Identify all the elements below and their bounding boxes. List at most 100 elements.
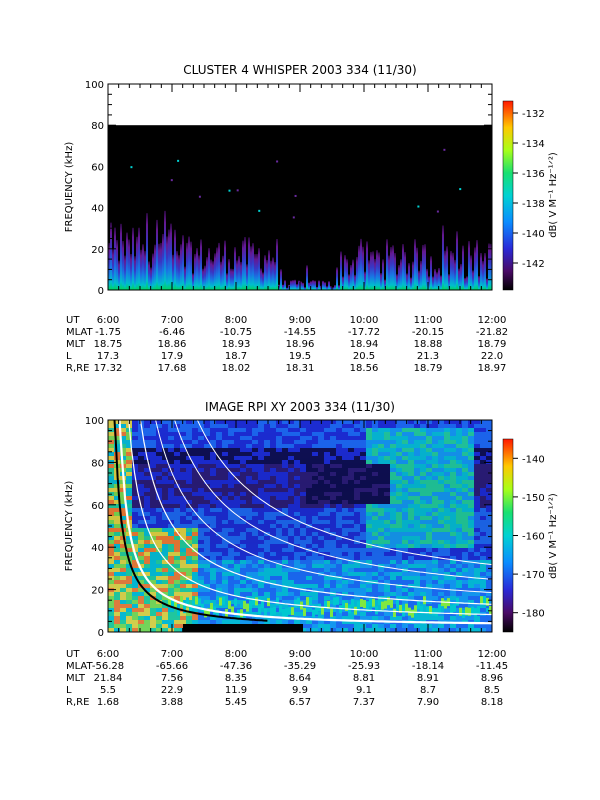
emission-cell [219,597,222,606]
spectral-cell [288,500,294,504]
spectral-cell [114,532,120,536]
spectral-cell [138,524,144,528]
spectral-cell [312,468,318,472]
spectral-cell [144,460,150,464]
spectral-cell [204,512,210,516]
spectral-cell [246,480,252,484]
spectral-column [164,210,166,290]
spectral-cell [432,472,438,476]
spectral-cell [414,512,420,516]
spectral-cell [432,548,438,552]
spectral-cell [324,496,330,500]
spectral-cell [198,540,204,544]
spectral-cell [378,508,384,512]
spectral-cell [480,572,486,576]
spectral-cell [318,480,324,484]
spectral-column [216,247,218,290]
spectral-cell [216,436,222,440]
spectral-cell [210,524,216,528]
spectral-cell [384,588,390,592]
spectral-cell [204,544,210,548]
spectral-cell [150,572,156,576]
spectral-cell [372,508,378,512]
spectral-cell [390,556,396,560]
spectral-cell [426,572,432,576]
spectral-cell [432,492,438,496]
spectral-column [418,270,420,290]
spectral-cell [204,448,210,452]
spectral-cell [276,504,282,508]
spectral-cell [396,560,402,564]
spectral-column [374,258,376,290]
spectral-cell [246,428,252,432]
noise-pixel [258,209,261,212]
spectral-cell [156,448,162,452]
spectral-cell [462,600,468,604]
spectral-cell [210,432,216,436]
spectral-cell [270,476,276,480]
spectral-cell [138,572,144,576]
spectral-cell [234,592,240,596]
spectral-cell [252,476,258,480]
spectral-cell [210,472,216,476]
spectral-cell [402,448,408,452]
spectral-cell [246,452,252,456]
spectral-cell [210,504,216,508]
spectral-column [108,242,110,290]
spectral-column [336,267,338,290]
spectral-cell [342,452,348,456]
spectral-cell [450,552,456,556]
spectral-cell [144,604,150,608]
spectral-cell [384,432,390,436]
spectral-cell [150,436,156,440]
spectral-cell [144,624,150,628]
spectral-column [490,243,492,290]
spectral-cell [156,620,162,624]
spectral-cell [456,564,462,568]
spectral-cell [426,456,432,460]
spectral-cell [144,592,150,596]
spectral-column [410,277,412,290]
spectral-cell [144,440,150,444]
spectral-cell [384,464,390,468]
spectral-cell [138,440,144,444]
spectral-cell [108,480,114,484]
spectral-cell [174,588,180,592]
spectral-column [420,260,422,290]
spectral-cell [294,580,300,584]
spectral-cell [438,580,444,584]
spectral-cell [114,616,120,620]
spectral-cell [408,432,414,436]
spectral-cell [150,568,156,572]
spectral-cell [468,564,474,568]
ephemeris-value: 8:00 [225,649,247,660]
colorbar-tick-label: -150 [522,493,545,504]
spectral-cell [120,544,126,548]
spectral-cell [108,472,114,476]
spectral-cell [156,596,162,600]
spectral-cell [414,548,420,552]
spectral-cell [276,516,282,520]
spectral-cell [210,552,216,556]
spectral-cell [210,540,216,544]
spectral-column [316,286,318,290]
spectral-cell [234,488,240,492]
spectral-cell [126,576,132,580]
spectral-cell [204,560,210,564]
spectral-cell [186,472,192,476]
spectral-cell [414,500,420,504]
spectral-column [350,265,352,290]
spectral-cell [258,548,264,552]
spectral-cell [216,560,222,564]
spectral-cell [312,492,318,496]
spectral-cell [150,592,156,596]
spectral-cell [210,420,216,424]
spectral-cell [336,516,342,520]
spectral-cell [312,548,318,552]
spectral-cell [108,496,114,500]
spectral-cell [204,440,210,444]
spectral-cell [168,460,174,464]
spectral-cell [240,592,246,596]
spectral-cell [426,464,432,468]
spectral-cell [318,624,324,628]
